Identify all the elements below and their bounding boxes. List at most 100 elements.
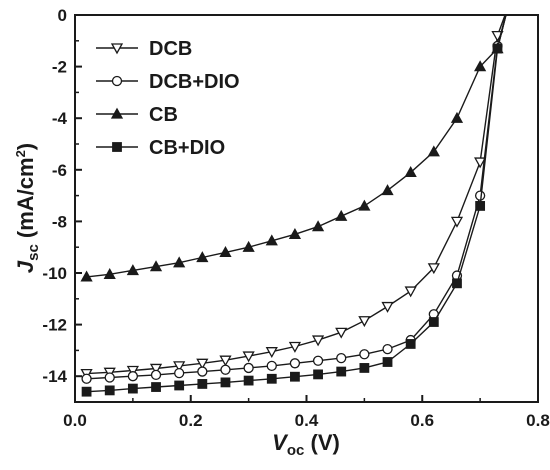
y-tick-label: -12 — [42, 316, 67, 335]
data-point — [219, 246, 232, 258]
x-axis-label: Voc (V) — [272, 430, 340, 459]
data-point — [450, 111, 464, 123]
y-tick-label: -14 — [42, 367, 67, 386]
series-layer — [80, 15, 507, 397]
data-point — [197, 379, 208, 389]
data-point — [474, 60, 487, 72]
series-cb — [80, 15, 507, 282]
legend-label: DCB+DIO — [149, 71, 240, 93]
data-point — [174, 380, 185, 391]
legend-marker — [111, 75, 123, 87]
data-point — [265, 234, 278, 246]
data-point — [381, 301, 394, 313]
data-point — [150, 369, 162, 381]
series-dcb-dio — [81, 15, 507, 384]
data-point — [80, 270, 93, 282]
data-point — [173, 256, 186, 268]
data-point — [382, 343, 393, 355]
data-point — [427, 263, 440, 275]
data-point — [311, 335, 325, 347]
data-point — [475, 201, 486, 211]
data-point — [127, 371, 139, 382]
data-point — [173, 361, 186, 373]
data-point — [358, 316, 371, 328]
y-tick-label: -8 — [52, 212, 67, 231]
data-point — [312, 355, 324, 366]
data-point — [427, 145, 440, 157]
data-point — [174, 367, 185, 379]
legend-label: CB+DIO — [149, 137, 225, 159]
data-point — [81, 386, 92, 397]
series-dcb — [80, 15, 506, 380]
y-tick-label: -6 — [52, 161, 67, 180]
x-tick-label: 0.8 — [526, 411, 550, 430]
data-point — [404, 286, 417, 298]
data-point — [358, 199, 371, 211]
data-point — [151, 382, 161, 392]
data-point — [220, 377, 231, 388]
data-point — [197, 366, 208, 377]
y-axis-label: Jsc (mA/cm2) — [13, 143, 42, 273]
y-tick-label: -4 — [52, 109, 68, 128]
data-point — [359, 363, 370, 373]
data-point — [492, 43, 503, 54]
data-point — [220, 364, 231, 375]
y-tick-label: -2 — [52, 58, 67, 77]
series-cb-dio — [81, 15, 507, 397]
x-tick-label: 0.2 — [179, 411, 203, 430]
x-tick-label: 0.4 — [295, 411, 319, 430]
data-point — [381, 184, 394, 196]
data-point — [289, 358, 301, 369]
data-point — [196, 358, 209, 370]
data-point — [243, 375, 254, 386]
legend-item: DCB+DIO — [96, 71, 240, 93]
data-point — [126, 264, 139, 276]
data-point — [428, 317, 439, 327]
legend-item: CB — [96, 104, 178, 126]
data-point — [474, 190, 486, 201]
data-point — [81, 373, 92, 384]
data-point — [336, 352, 347, 364]
data-point — [474, 157, 487, 169]
data-point — [196, 251, 209, 263]
series-line — [86, 15, 507, 278]
x-tick-label: 0.6 — [410, 411, 434, 430]
data-point — [149, 363, 163, 375]
data-point — [104, 372, 115, 383]
data-point — [104, 385, 115, 396]
legend-label: DCB — [149, 38, 192, 60]
data-point — [336, 366, 347, 377]
data-point — [149, 260, 163, 272]
legend-label: CB — [149, 104, 178, 126]
data-point — [405, 339, 416, 349]
series-line — [86, 15, 506, 375]
data-point — [290, 371, 300, 382]
data-point — [242, 240, 255, 252]
data-point — [335, 327, 348, 339]
data-point — [243, 362, 254, 374]
legend-item: DCB — [96, 38, 192, 60]
data-point — [126, 365, 139, 377]
data-point — [242, 351, 255, 363]
data-point — [335, 209, 348, 221]
x-tick-label: 0.0 — [63, 411, 87, 430]
y-tick-label: -10 — [42, 264, 67, 283]
data-point — [266, 373, 277, 384]
data-point — [404, 166, 417, 178]
series-line — [86, 15, 507, 393]
legend-marker — [110, 43, 124, 55]
data-point — [103, 267, 116, 279]
data-point — [219, 355, 232, 367]
data-point — [266, 360, 277, 372]
series-line — [86, 15, 507, 380]
data-point — [382, 357, 393, 367]
data-point — [265, 347, 278, 359]
legend-item: CB+DIO — [96, 137, 225, 159]
legend: DCB DCB+DIO CB CB+DIO — [96, 38, 240, 159]
data-point — [288, 341, 302, 353]
data-point — [452, 278, 462, 289]
data-point — [313, 369, 323, 380]
data-point — [288, 227, 302, 239]
data-point — [450, 216, 464, 228]
